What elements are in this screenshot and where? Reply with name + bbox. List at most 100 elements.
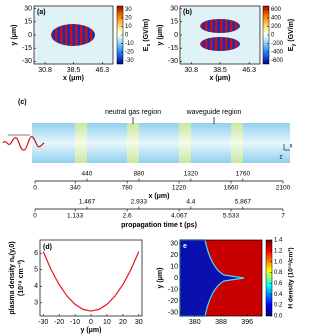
y-tick-label: -30 xyxy=(168,309,178,316)
panel-label: (d) xyxy=(43,244,52,251)
y-tick-label: 5 xyxy=(34,267,38,274)
figure: neutral gas region waveguide region z x … xyxy=(2,5,296,334)
colorbar-tick-label: 30 xyxy=(125,7,132,13)
y-axis-label: y (μm) xyxy=(11,24,18,45)
colorbar-tick-label: 400 xyxy=(271,16,282,22)
label-unit: (GV/m) xyxy=(143,19,150,42)
axis-label: z xyxy=(280,155,283,161)
x-tick-label: -20 xyxy=(54,319,64,326)
gas-region xyxy=(127,123,139,163)
x-axis-label: y (μm) xyxy=(80,327,101,334)
region-label: neutral gas region xyxy=(105,109,161,116)
x-tick-label: 380 xyxy=(189,319,201,326)
panel-label: (b) xyxy=(183,9,192,16)
y-tick-label: 15 xyxy=(170,19,178,26)
y-tick-label: -20 xyxy=(168,298,178,305)
colorbar-tick-label: -400 xyxy=(271,50,284,56)
y-tick-label: -10 xyxy=(168,286,178,293)
y-tick-label: -15 xyxy=(22,45,32,52)
waveguide-tube xyxy=(32,123,290,163)
y-axis-label: y (μm) xyxy=(157,267,164,288)
y-tick-label: 15 xyxy=(24,19,32,26)
y-axis-label: (10¹⁸ cm⁻³) xyxy=(18,260,25,296)
y-axis-label: plasma density nₑ(y,0) xyxy=(9,241,16,314)
scale-tick-label: 340 xyxy=(70,185,81,192)
colorbar-tick-label: 0 xyxy=(125,33,129,39)
panel-label: e xyxy=(183,243,187,250)
gas-region xyxy=(75,123,87,163)
y-axis-label: y (μm) xyxy=(157,24,164,45)
x-tick-label: 30.8 xyxy=(184,67,198,74)
scale-tick-label: 0 xyxy=(33,185,37,192)
colorbar-tick-label: -600 xyxy=(271,58,284,64)
colorbar-tick-label: 10 xyxy=(125,24,132,30)
scale-tick-label: 1.467 xyxy=(79,199,96,206)
density-region xyxy=(179,239,245,317)
axis-label: x xyxy=(290,144,293,150)
colorbar-tick-label: -10 xyxy=(125,41,134,47)
colorbar-tick-label: 0 xyxy=(271,33,275,39)
x-tick-label: 30.8 xyxy=(38,67,52,74)
y-tick-label: 20 xyxy=(170,252,178,259)
colorbar-tick-label: 600 xyxy=(271,7,282,13)
colorbar-tick-label: -30 xyxy=(125,58,134,64)
scale-tick-label: 4.067 xyxy=(171,213,188,220)
colorbar-tick-label: 1.0 xyxy=(274,259,283,265)
y-tick-label: 30 xyxy=(170,240,178,247)
region-label: waveguide region xyxy=(186,109,242,116)
gas-region xyxy=(179,123,191,163)
colorbar-label: Ey (GV/m) xyxy=(288,19,296,51)
label-symbol: E xyxy=(143,46,150,51)
x-tick-label: 20 xyxy=(119,319,127,326)
y-tick-label: 6 xyxy=(34,250,38,257)
scale-tick-label: 2.933 xyxy=(131,199,148,206)
y-tick-label: 4 xyxy=(34,283,38,290)
colorbar-label: Ex (GV/m) xyxy=(143,19,152,51)
y-tick-label: 10 xyxy=(170,263,178,270)
panel-label: (c) xyxy=(18,99,27,106)
scale-tick-label: 440 xyxy=(82,171,93,178)
colorbar-tick-label: -20 xyxy=(125,50,134,56)
colorbar-tick-label: 0.8 xyxy=(274,270,283,276)
x-axis-label: x (μm) xyxy=(209,75,230,82)
scale-tick-label: 880 xyxy=(133,171,144,178)
colorbar-tick-label: 0.6 xyxy=(274,281,283,287)
scale-tick-label: 4.4 xyxy=(186,199,195,206)
scale-tick-label: 0 xyxy=(33,213,37,220)
scale-tick-label: 1660 xyxy=(224,185,239,192)
x-axis-label: x (μm) xyxy=(63,75,84,82)
colorbar-tick-label: 20 xyxy=(125,16,132,22)
y-tick-label: 30 xyxy=(24,5,32,12)
colorbar-tick-label: 0.2 xyxy=(274,303,283,309)
scale-tick-label: 1760 xyxy=(236,171,251,178)
y-tick-label: -30 xyxy=(22,58,32,65)
label-subscript: y xyxy=(291,44,296,47)
x-tick-label: 388 xyxy=(215,319,227,326)
colorbar-tick-label: 0.4 xyxy=(274,292,283,298)
colorbar-tick-label: 200 xyxy=(271,24,282,30)
y-tick-label: -15 xyxy=(168,45,178,52)
x-tick-label: 38.5 xyxy=(67,67,81,74)
label-unit: (GV/m) xyxy=(288,19,295,42)
colorbar xyxy=(265,239,273,317)
x-tick-label: -10 xyxy=(70,319,80,326)
scale-tick-label: 5.867 xyxy=(235,199,252,206)
colorbar-tick-label: 0.0 xyxy=(274,314,283,320)
scale-tick-label: 2.6 xyxy=(123,213,132,220)
scale-tick-label: 7 xyxy=(281,213,285,220)
y-tick-label: 0 xyxy=(174,275,178,282)
colorbar-tick-label: 1.4 xyxy=(274,238,283,244)
x-tick-label: 10 xyxy=(103,319,111,326)
field-pattern xyxy=(200,37,240,51)
colorbar-tick-label: -200 xyxy=(271,41,284,47)
scale-label: propagation time t (ps) xyxy=(121,222,197,229)
scale-tick-label: 1320 xyxy=(184,171,199,178)
scale-tick-label: 1220 xyxy=(172,185,187,192)
y-tick-label: 30 xyxy=(170,5,178,12)
y-tick-label: 0 xyxy=(174,32,178,39)
colorbar-tick-label: 1.2 xyxy=(274,248,283,254)
label-subscript: x xyxy=(146,44,152,47)
x-tick-label: 38.5 xyxy=(213,67,227,74)
y-tick-label: 3 xyxy=(34,300,38,307)
field-pattern xyxy=(51,24,95,46)
